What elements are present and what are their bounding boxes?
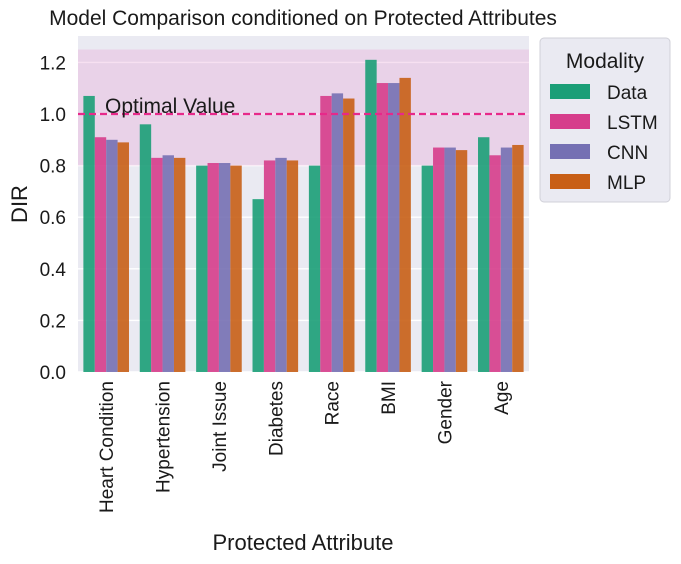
bar-cnn <box>218 163 231 372</box>
y-tick-label: 0.8 <box>40 157 66 178</box>
optimal-value-label: Optimal Value <box>105 95 235 118</box>
bar-mlp <box>117 142 129 372</box>
bar-data <box>196 165 208 372</box>
y-tick-label: 1.0 <box>40 105 66 126</box>
bar-mlp <box>343 98 355 373</box>
bar-mlp <box>399 77 411 372</box>
x-tick-label: BMI <box>379 381 400 415</box>
bar-cnn <box>500 147 513 372</box>
x-tick-label: Age <box>492 381 513 415</box>
legend: Modality Data LSTM CNN MLP <box>539 37 671 203</box>
bar-cnn <box>106 139 118 372</box>
y-tick-label: 0.6 <box>40 208 66 229</box>
x-axis-ticks: Heart Condition Hypertension Joint Issue Di… <box>97 380 513 513</box>
x-tick-label: Race <box>323 381 344 425</box>
bar-lstm <box>320 95 332 372</box>
bar-cnn <box>331 93 344 373</box>
y-tick-label: 0.2 <box>40 311 66 332</box>
bar-cnn <box>388 83 400 372</box>
y-axis-label: DIR <box>7 185 32 223</box>
bar-cnn <box>275 157 287 372</box>
bar-data <box>83 95 95 372</box>
bar-mlp <box>455 150 468 372</box>
chart-title: Model Comparison conditioned on Protecte… <box>49 7 557 30</box>
legend-label-mlp: MLP <box>607 173 646 194</box>
bar-cnn <box>444 147 456 372</box>
legend-title: Modality <box>566 50 645 73</box>
legend-swatch-data <box>550 84 590 99</box>
legend-label-lstm: LSTM <box>607 113 658 134</box>
x-tick-label: Gender <box>435 380 456 444</box>
bar-data <box>478 137 490 372</box>
bar-mlp <box>286 160 299 372</box>
bar-lstm <box>207 163 219 372</box>
y-tick-label: 0.0 <box>40 363 66 384</box>
x-tick-label: Joint Issue <box>210 381 231 472</box>
legend-label-cnn: CNN <box>607 143 648 164</box>
bar-data <box>139 124 152 372</box>
legend-box <box>539 37 671 203</box>
x-tick-label: Hypertension <box>154 381 175 493</box>
bar-mlp <box>173 157 186 372</box>
legend-swatch-lstm <box>550 114 590 129</box>
bar-lstm <box>376 83 389 372</box>
bar-lstm <box>489 155 501 372</box>
bar-cnn <box>162 155 174 372</box>
x-tick-label: Heart Condition <box>97 381 118 513</box>
fair-range-band <box>78 49 529 166</box>
y-tick-label: 1.2 <box>40 53 66 74</box>
bar-data <box>421 165 434 372</box>
bar-lstm <box>151 157 163 372</box>
bar-lstm <box>263 160 276 372</box>
bar-mlp <box>512 144 524 372</box>
legend-items: Data LSTM CNN MLP <box>550 83 658 194</box>
x-axis-label: Protected Attribute <box>213 530 394 555</box>
legend-swatch-mlp <box>550 174 590 189</box>
bar-data <box>252 199 264 372</box>
y-axis-ticks: 0.0 0.2 0.4 0.6 0.8 1.0 1.2 <box>40 53 67 384</box>
bar-data <box>365 59 377 372</box>
legend-swatch-cnn <box>550 144 590 159</box>
bar-lstm <box>94 137 107 372</box>
legend-label-data: Data <box>607 83 648 104</box>
bars <box>83 59 524 373</box>
x-tick-label: Diabetes <box>266 381 287 456</box>
bar-mlp <box>230 165 242 372</box>
bar-lstm <box>433 147 445 372</box>
y-tick-label: 0.4 <box>40 260 67 281</box>
bar-data <box>308 165 321 372</box>
